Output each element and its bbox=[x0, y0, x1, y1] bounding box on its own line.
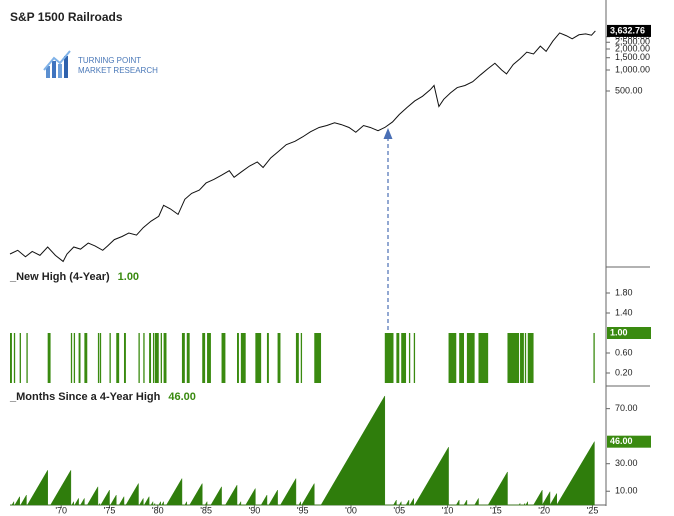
bar bbox=[401, 333, 407, 383]
bar bbox=[221, 333, 226, 383]
bar bbox=[255, 333, 262, 383]
x-tick-label: '95 bbox=[297, 505, 309, 515]
bar bbox=[160, 333, 162, 383]
logo: TURNING POINT MARKET RESEARCH bbox=[43, 50, 158, 78]
arrow-head bbox=[383, 128, 393, 139]
y-tick-label: 0.60 bbox=[615, 347, 633, 357]
y-tick-label: 2,000.00 bbox=[615, 43, 650, 53]
bar bbox=[527, 333, 534, 383]
x-tick-label: '20 bbox=[538, 505, 550, 515]
y-tick-label: 0.20 bbox=[615, 367, 633, 377]
y-tick-label: 30.00 bbox=[615, 458, 638, 468]
panel-title: _Months Since a 4-Year High bbox=[9, 391, 161, 403]
x-tick-label: '15 bbox=[490, 505, 502, 515]
value-box-label: 3,632.76 bbox=[610, 25, 645, 35]
bar bbox=[507, 333, 520, 383]
y-tick-label: 500.00 bbox=[615, 85, 643, 95]
bar bbox=[78, 333, 81, 383]
logo-bar bbox=[46, 66, 50, 78]
bar bbox=[10, 333, 12, 383]
bar bbox=[593, 333, 595, 383]
bar bbox=[84, 333, 88, 383]
price-line bbox=[9, 30, 596, 263]
y-tick-label: 70.00 bbox=[615, 403, 638, 413]
y-tick-label: 10.00 bbox=[615, 486, 638, 496]
bar bbox=[97, 333, 100, 383]
bar bbox=[13, 333, 16, 383]
x-tick-label: '05 bbox=[393, 505, 405, 515]
bar bbox=[123, 333, 126, 383]
bar bbox=[266, 333, 269, 383]
logo-bar bbox=[52, 61, 56, 78]
y-tick-label: 1.80 bbox=[615, 287, 633, 297]
panel-value: 1.00 bbox=[118, 271, 139, 283]
bar bbox=[300, 333, 303, 383]
x-tick-label: '70 bbox=[55, 505, 67, 515]
logo-text: TURNING POINT bbox=[78, 56, 141, 65]
y-tick-label: 1.40 bbox=[615, 307, 633, 317]
logo-arrow bbox=[43, 50, 71, 71]
bar bbox=[295, 333, 299, 383]
value-box-label: 46.00 bbox=[610, 436, 633, 446]
value-box bbox=[607, 435, 651, 448]
x-tick-label: '85 bbox=[200, 505, 212, 515]
y-tick-label: 1,500.00 bbox=[615, 52, 650, 62]
logo-text: MARKET RESEARCH bbox=[78, 66, 158, 75]
bar bbox=[202, 333, 206, 383]
bar bbox=[99, 333, 102, 383]
value-box bbox=[607, 327, 651, 339]
y-tick-label: 2,500.00 bbox=[615, 37, 650, 47]
bar bbox=[163, 333, 167, 383]
bar bbox=[277, 333, 281, 383]
bar bbox=[524, 333, 527, 383]
bar bbox=[152, 333, 155, 383]
bar bbox=[448, 333, 457, 383]
value-box bbox=[607, 24, 651, 37]
x-tick-label: '10 bbox=[442, 505, 454, 515]
bar bbox=[396, 333, 400, 383]
bar bbox=[520, 333, 524, 383]
bar bbox=[186, 333, 190, 383]
bar bbox=[149, 333, 152, 383]
bar bbox=[384, 333, 394, 383]
panel-title: _New High (4-Year) bbox=[9, 271, 110, 283]
value-box-label: 1.00 bbox=[610, 327, 628, 337]
bar bbox=[413, 333, 416, 383]
bar bbox=[478, 333, 489, 383]
x-tick-label: '25 bbox=[587, 505, 599, 515]
bar bbox=[207, 333, 211, 383]
bar bbox=[116, 333, 120, 383]
bar bbox=[19, 333, 21, 383]
bar bbox=[109, 333, 111, 383]
logo-bar bbox=[58, 64, 62, 78]
logo-bar bbox=[64, 56, 68, 78]
bar bbox=[26, 333, 28, 383]
bar bbox=[466, 333, 475, 383]
bar bbox=[154, 333, 159, 383]
bar bbox=[181, 333, 185, 383]
bar bbox=[47, 333, 51, 383]
area bbox=[10, 395, 595, 506]
panel-title: S&P 1500 Railroads bbox=[10, 10, 123, 24]
x-tick-label: '75 bbox=[104, 505, 116, 515]
bar bbox=[240, 333, 246, 383]
x-tick-label: '90 bbox=[249, 505, 261, 515]
bar bbox=[237, 333, 239, 383]
x-tick-label: '00 bbox=[345, 505, 357, 515]
bar bbox=[73, 333, 76, 383]
x-tick-label: '80 bbox=[152, 505, 164, 515]
bar bbox=[314, 333, 322, 383]
bar bbox=[459, 333, 465, 383]
bar bbox=[408, 333, 411, 383]
panel-value: 46.00 bbox=[168, 391, 196, 403]
bar bbox=[70, 333, 73, 383]
y-tick-label: 1,000.00 bbox=[615, 64, 650, 74]
bar bbox=[143, 333, 145, 383]
bar bbox=[138, 333, 140, 383]
